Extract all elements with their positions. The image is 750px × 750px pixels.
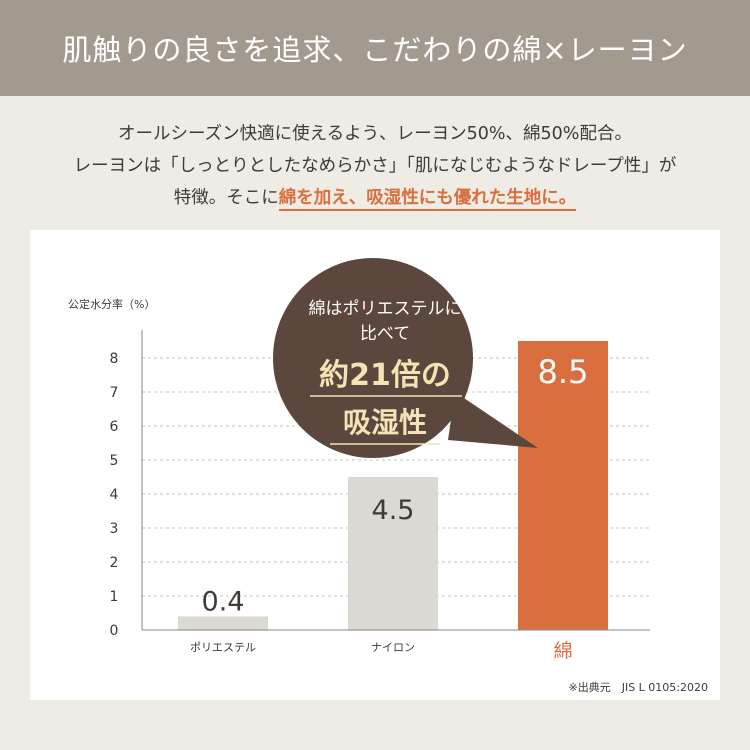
x-category-label: ナイロン — [371, 641, 415, 654]
x-category-label: ポリエステル — [190, 641, 256, 654]
y-tick-label: 0 — [110, 623, 119, 639]
y-tick-label: 5 — [110, 453, 119, 469]
y-tick-label: 3 — [110, 521, 119, 537]
bar-value-label: 8.5 — [538, 353, 589, 391]
y-tick-label: 1 — [110, 589, 119, 605]
y-tick-label: 2 — [110, 555, 119, 571]
bar-1 — [178, 616, 268, 630]
bar-value-label: 4.5 — [372, 495, 415, 526]
bar-value-label: 0.4 — [202, 586, 245, 617]
callout-line-2: 比べて — [360, 324, 410, 344]
y-tick-label: 8 — [110, 351, 119, 367]
intro-text: オールシーズン快適に使えるよう、レーヨン50%、綿50%配合。 レーヨンは「しっ… — [20, 118, 730, 214]
bar-layer: 0.4 4.5 8.5 — [178, 341, 608, 630]
bar-2 — [348, 477, 438, 630]
callout-line-4: 吸湿性 — [343, 406, 427, 439]
callout-tail — [448, 392, 538, 448]
callout-line-1: 綿はポリエステルに — [309, 299, 462, 319]
intro-highlight: 綿を加え、吸湿性にも優れた生地に。 — [278, 188, 577, 211]
title-banner: 肌触りの良さを追求、こだわりの綿×レーヨン — [0, 0, 750, 96]
source-note: ※出典元 JIS L 0105:2020 — [568, 681, 708, 694]
y-tick-label: 4 — [110, 487, 119, 503]
y-axis-label: 公定水分率（%） — [68, 298, 156, 311]
page-title: 肌触りの良さを追求、こだわりの綿×レーヨン — [62, 33, 688, 67]
x-category-label: 綿 — [553, 640, 572, 662]
intro-line-1: オールシーズン快適に使えるよう、レーヨン50%、綿50%配合。 — [118, 124, 632, 144]
y-tick-label: 7 — [110, 385, 119, 401]
intro-line-3: 特徴。そこに綿を加え、吸湿性にも優れた生地に。 — [20, 182, 730, 214]
intro-line-3-plain: 特徴。そこに — [173, 188, 279, 208]
y-tick-label: 6 — [110, 419, 119, 435]
callout-bubble — [273, 258, 473, 458]
bar-3 — [518, 341, 608, 630]
intro-line-2: レーヨンは「しっとりとしたなめらかさ」「肌になじむようなドレープ性」が — [73, 156, 677, 176]
callout-line-3: 約21倍の — [319, 358, 451, 393]
axis-layer: 0 1 2 3 4 5 6 7 8 ポリエステル ナイロン 綿 — [110, 330, 650, 662]
callout: 綿はポリエステルに 比べて 約21倍の 吸湿性 — [273, 258, 538, 458]
